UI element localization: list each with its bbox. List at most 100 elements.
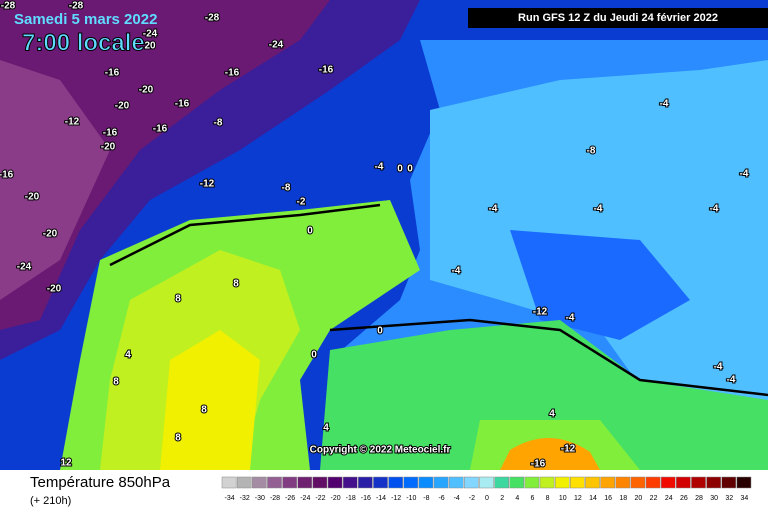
legend-swatch [297,476,313,489]
legend-swatch [706,476,721,489]
contour-label: -16 [531,459,546,470]
contour-label: -4 [566,313,575,324]
legend-label: -12 [391,495,401,502]
contour-label: 4 [125,350,131,361]
contour-label: -20 [101,142,116,153]
contour-label: 8 [113,377,119,388]
legend-label: 24 [665,495,673,502]
contour-label: -12 [533,307,548,318]
contour-label: 0 [311,350,317,361]
legend-label: 10 [559,495,567,502]
contour-label: -8 [282,183,291,194]
legend-label: 20 [635,495,643,502]
contour-label: -4 [740,169,749,180]
legend-swatch [312,476,328,489]
contour-label: -20 [43,229,58,240]
legend-label: 8 [546,495,550,502]
legend-label: 16 [604,495,612,502]
contour-label: 0 [397,164,403,175]
lead-time: (+ 210h) [30,495,71,507]
central-europe [510,230,690,340]
contour-label: -12 [200,179,215,190]
very-cold-core [0,60,110,300]
contour-label: -28 [1,1,16,12]
very-cold-zone [0,0,330,330]
legend-label: -22 [315,495,325,502]
legend-swatch [585,476,600,489]
zero-isotherm [109,203,768,397]
contour-label: -4 [710,204,719,215]
contour-label: -8 [214,118,223,129]
contour-label: 8 [201,405,207,416]
legend-swatch [524,476,540,489]
contour-label: -28 [69,1,84,12]
contour-label: 20 [144,41,156,52]
contour-label: 4 [323,423,329,434]
legend-swatch [358,476,373,489]
forecast-date: Samedi 5 mars 2022 [14,11,157,28]
atlantic-warmest [160,330,260,470]
legend-swatch [282,476,297,489]
legend-swatch [554,476,570,489]
legend-swatch [479,476,494,489]
legend-label: 34 [741,495,749,502]
contour-label: -4 [594,204,603,215]
contour-label: 8 [175,433,181,444]
run-info: Run GFS 12 Z du Jeudi 24 février 2022 [518,12,718,24]
legend-swatch [539,476,555,489]
contour-label: 4 [549,409,555,420]
contour-label: -20 [139,85,154,96]
legend-label: -26 [285,495,295,502]
sahara-hot [500,437,600,470]
footer-title: Température 850hPa [30,474,171,491]
legend-label: -28 [270,495,280,502]
contour-label: -24 [143,29,158,40]
contour-label: -20 [115,101,130,112]
contour-label: -12 [65,117,80,128]
contour-label: 0 [307,226,313,237]
contour-label: 8 [175,294,181,305]
legend-label: 32 [725,495,733,502]
contour-label: 0 [377,326,383,337]
contour-label: -28 [205,13,220,24]
legend-label: -14 [376,495,386,502]
legend-label: -10 [406,495,416,502]
mediterranean-mild [320,320,768,470]
legend-swatch [509,476,525,489]
legend-swatch [630,476,646,489]
legend-swatch [721,476,737,489]
contour-label: -16 [105,68,120,79]
legend-label: -8 [423,495,429,502]
legend-swatch [252,476,267,489]
contour-label: -24 [17,262,32,273]
legend-swatch [736,476,752,489]
contour-label: -16 [319,65,334,76]
legend-label: -2 [469,495,475,502]
legend-label: 18 [619,495,627,502]
contour-label: 12 [60,458,72,469]
legend-swatch [403,476,419,489]
legend-swatch [433,476,449,489]
legend-label: -30 [255,495,265,502]
legend-label: 28 [695,495,703,502]
legend-label: 6 [530,495,534,502]
contour-label: -16 [175,99,190,110]
legend-swatch [418,476,434,489]
legend-swatch [570,476,585,489]
legend-label: 4 [515,495,519,502]
contour-label: 0 [407,164,413,175]
legend-label: -16 [361,495,371,502]
legend-label: 12 [574,495,582,502]
legend-swatch [267,476,282,489]
legend-swatch [464,476,479,489]
legend-swatch [236,476,252,489]
contour-label: -8 [587,146,596,157]
contour-label: -24 [269,40,284,51]
contour-label: -20 [25,192,40,203]
legend-label: 30 [710,495,718,502]
legend-swatch [448,476,464,489]
contour-label: -16 [153,124,168,135]
contour-label: -4 [489,204,498,215]
contour-label: -4 [660,99,669,110]
contour-label: -4 [727,375,736,386]
